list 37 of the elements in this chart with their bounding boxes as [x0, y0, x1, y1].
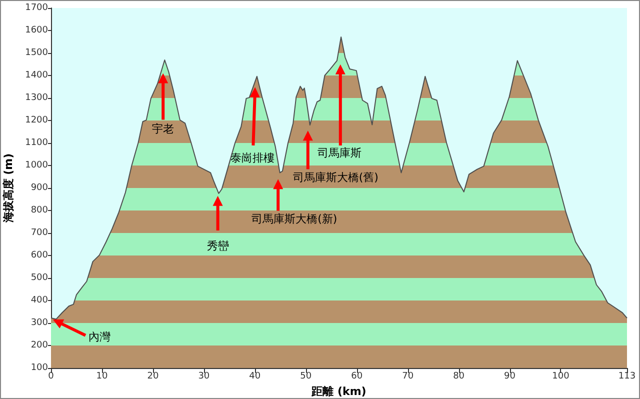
y-tick-label: 700	[30, 228, 48, 238]
y-tick-label: 1100	[25, 138, 48, 148]
x-tick-label: 113	[618, 372, 636, 382]
x-tick-label: 100	[552, 372, 570, 382]
y-tick-label: 400	[30, 296, 48, 306]
annotation: 司馬庫斯大橋(舊)	[292, 171, 378, 184]
annotation: 宇老	[152, 122, 174, 136]
y-tick-label: 1500	[25, 48, 48, 58]
y-tick-label: 1200	[25, 116, 48, 126]
y-tick-label: 100	[30, 363, 48, 373]
annotation: 秀巒	[206, 239, 229, 252]
y-tick-label: 1600	[25, 26, 48, 36]
y-tick-label: 800	[30, 206, 48, 216]
annotation: 內灣	[88, 330, 110, 344]
y-tick-label: 1700	[25, 3, 48, 13]
y-tick-label: 300	[30, 318, 48, 328]
y-axis-title: 海拔高度 (m)	[2, 153, 16, 224]
y-tick-label: 1000	[25, 160, 48, 170]
x-tick-label: 10	[96, 372, 108, 382]
x-tick-label: 40	[249, 372, 261, 382]
x-tick-label: 20	[147, 372, 159, 382]
x-axis-title: 距離 (km)	[310, 384, 366, 398]
y-tick-label: 500	[30, 273, 48, 283]
y-tick-label: 1400	[25, 70, 48, 80]
annotation: 司馬庫斯	[317, 146, 362, 160]
y-tick-label: 1300	[25, 93, 48, 103]
x-tick-label: 50	[300, 372, 312, 382]
annotation: 泰崗排樓	[230, 151, 274, 164]
y-tick-label: 200	[30, 340, 48, 350]
annotation: 司馬庫斯大橋(新)	[252, 212, 338, 226]
x-tick-label: 60	[351, 372, 363, 382]
y-tick-label: 900	[30, 183, 48, 193]
x-tick-label: 80	[453, 372, 465, 382]
x-tick-label: 30	[198, 372, 210, 382]
y-tick-label: 600	[30, 250, 48, 260]
x-tick-label: 70	[402, 372, 414, 382]
x-tick-label: 90	[504, 372, 516, 382]
